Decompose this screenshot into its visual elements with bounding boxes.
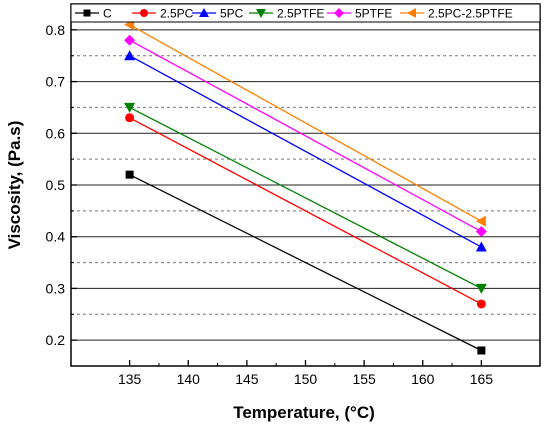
x-tick-label: 155 [352, 371, 376, 387]
x-axis-title: Temperature, (°C) [233, 403, 375, 422]
series-line [129, 24, 482, 222]
triangle-down-marker [475, 283, 487, 294]
series-line [129, 106, 482, 290]
legend-label: 2.5PTFE [277, 7, 324, 21]
triangle-down-marker [124, 102, 136, 113]
x-tick-label: 165 [470, 371, 494, 387]
triangle-left-marker [407, 8, 416, 18]
legend-label: 5PTFE [355, 7, 392, 21]
legend-label: 2.5PC [160, 7, 194, 21]
y-tick-label: 0.7 [46, 74, 66, 90]
series-line [129, 39, 482, 233]
y-tick-label: 0.8 [46, 22, 66, 38]
y-tick-label: 0.4 [46, 229, 66, 245]
triangle-up-marker [199, 8, 209, 17]
triangle-up-marker [124, 50, 136, 61]
square-marker [125, 170, 134, 179]
legend-label: 2.5PC-2.5PTFE [428, 7, 513, 21]
y-tick-label: 0.5 [46, 177, 66, 193]
x-tick-label: 150 [294, 371, 318, 387]
legend-label: 5PC [220, 7, 244, 21]
series-line [129, 117, 482, 305]
series-1 [125, 113, 486, 309]
series-4 [124, 34, 487, 238]
triangle-down-marker [256, 9, 266, 18]
series-0 [125, 170, 486, 355]
diamond-marker [334, 8, 344, 18]
x-tick-label: 145 [235, 371, 259, 387]
y-axis-title: Viscosity, (Pa.s) [5, 121, 24, 250]
x-tick-label: 135 [118, 371, 142, 387]
legend-label: C [103, 7, 112, 21]
y-tick-label: 0.2 [46, 332, 66, 348]
series-line [129, 174, 482, 352]
x-tick-label: 140 [177, 371, 201, 387]
series-lines [124, 19, 487, 355]
legend-box [70, 3, 541, 23]
series-3 [124, 102, 487, 294]
circle-marker [140, 9, 148, 17]
square-marker [477, 346, 486, 355]
circle-marker [476, 299, 486, 309]
square-marker [83, 9, 91, 17]
x-tick-label: 160 [411, 371, 435, 387]
y-tick-label: 0.6 [46, 125, 66, 141]
grid-lines [71, 29, 540, 341]
circle-marker [125, 113, 135, 123]
series-5 [124, 19, 486, 227]
y-tick-label: 0.3 [46, 280, 66, 296]
triangle-up-marker [475, 241, 487, 252]
axes: 0.2 0.3 0.4 0.5 0.6 0.7 0.8 135 140 145 150 155 160 1… [46, 3, 541, 387]
diamond-marker [124, 34, 136, 46]
legend: C 2.5PC 5PC 2.5PTFE 5PTFE 2.5PC-2.5PTFE [70, 3, 541, 23]
series-2 [124, 50, 487, 252]
series-line [129, 55, 482, 248]
triangle-left-marker [475, 215, 486, 227]
diamond-marker [475, 226, 487, 238]
